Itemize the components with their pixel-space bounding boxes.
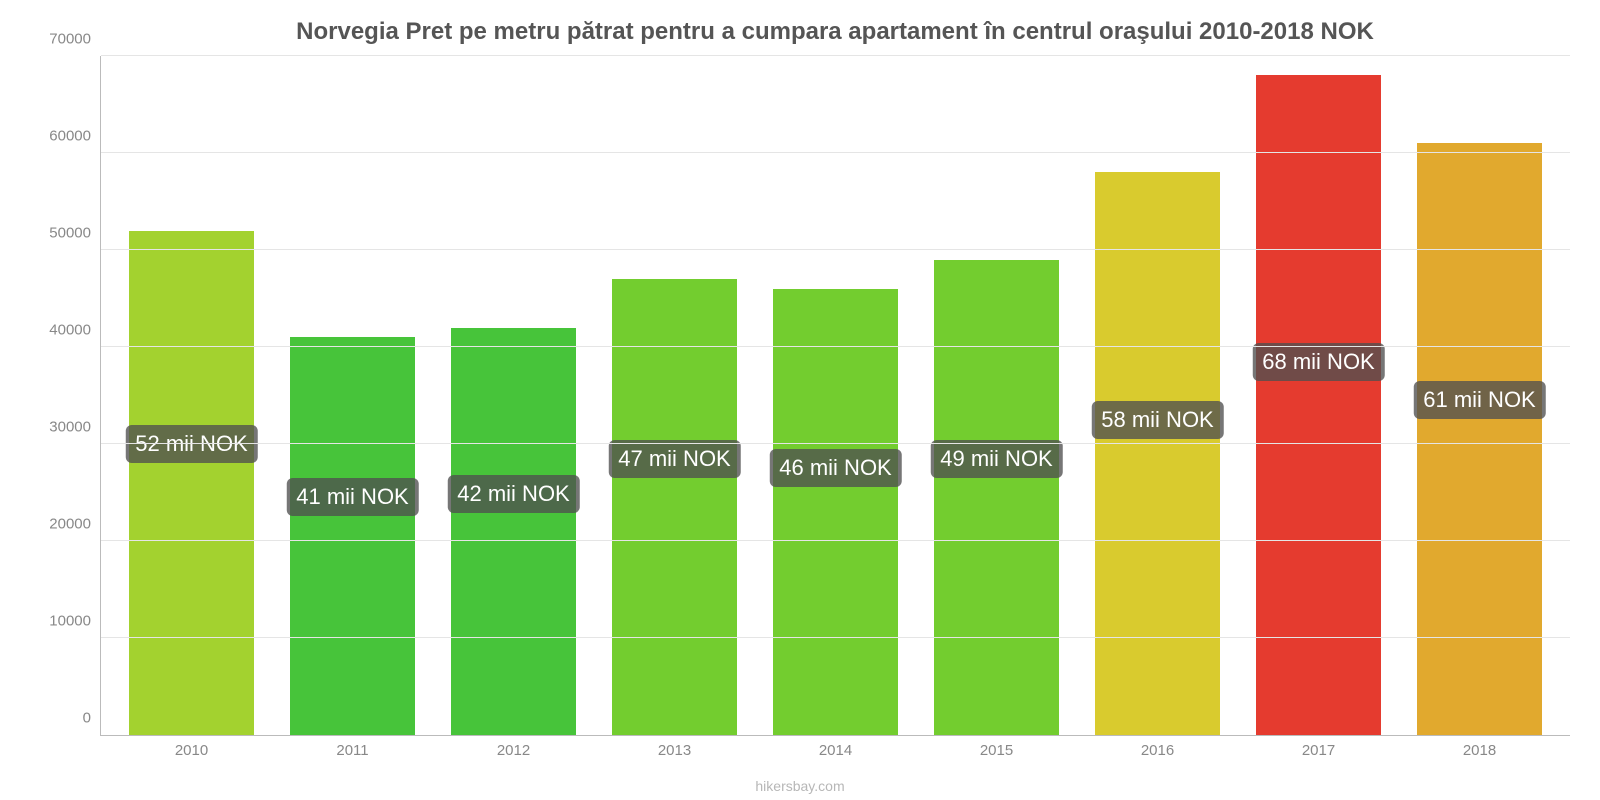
y-axis-label: 10000 <box>31 613 91 630</box>
value-badge: 58 mii NOK <box>1091 401 1223 439</box>
value-badge: 52 mii NOK <box>125 425 257 463</box>
bar-slot: 201242 mii NOK <box>433 56 594 735</box>
x-axis-label: 2018 <box>1399 742 1560 759</box>
x-axis-label: 2013 <box>594 742 755 759</box>
bar <box>1417 143 1543 735</box>
x-axis-label: 2017 <box>1238 742 1399 759</box>
gridline <box>101 152 1570 153</box>
bar-slot: 201446 mii NOK <box>755 56 916 735</box>
bar-slot: 201052 mii NOK <box>111 56 272 735</box>
plot-area: 201052 mii NOK201141 mii NOK201242 mii N… <box>100 56 1570 736</box>
bar-slot: 201861 mii NOK <box>1399 56 1560 735</box>
x-axis-label: 2014 <box>755 742 916 759</box>
x-axis-label: 2011 <box>272 742 433 759</box>
chart-container: Norvegia Pret pe metru pătrat pentru a c… <box>0 0 1600 800</box>
value-badge: 46 mii NOK <box>769 449 901 487</box>
bar <box>1095 172 1221 735</box>
y-axis-label: 50000 <box>31 225 91 242</box>
bar <box>934 260 1060 735</box>
x-axis-label: 2010 <box>111 742 272 759</box>
bar-slot: 201347 mii NOK <box>594 56 755 735</box>
chart-title: Norvegia Pret pe metru pătrat pentru a c… <box>100 18 1570 46</box>
y-axis-label: 20000 <box>31 516 91 533</box>
y-axis-label: 30000 <box>31 419 91 436</box>
bar-slot: 201141 mii NOK <box>272 56 433 735</box>
gridline <box>101 443 1570 444</box>
bar <box>129 231 255 735</box>
y-axis-label: 40000 <box>31 322 91 339</box>
source-label: hikersbay.com <box>0 778 1600 794</box>
y-axis-label: 60000 <box>31 128 91 145</box>
value-badge: 42 mii NOK <box>447 475 579 513</box>
gridline <box>101 637 1570 638</box>
value-badge: 47 mii NOK <box>608 440 740 478</box>
value-badge: 61 mii NOK <box>1413 381 1545 419</box>
bar-slot: 201768 mii NOK <box>1238 56 1399 735</box>
gridline <box>101 249 1570 250</box>
value-badge: 49 mii NOK <box>930 440 1062 478</box>
bar <box>290 337 416 735</box>
bar-slot: 201658 mii NOK <box>1077 56 1238 735</box>
bar <box>773 289 899 735</box>
bars-group: 201052 mii NOK201141 mii NOK201242 mii N… <box>101 56 1570 735</box>
gridline <box>101 540 1570 541</box>
value-badge: 41 mii NOK <box>286 478 418 516</box>
gridline <box>101 346 1570 347</box>
value-badge: 68 mii NOK <box>1252 343 1384 381</box>
x-axis-label: 2016 <box>1077 742 1238 759</box>
y-axis-label: 70000 <box>31 31 91 48</box>
gridline <box>101 55 1570 56</box>
y-axis-label: 0 <box>31 710 91 727</box>
bar-slot: 201549 mii NOK <box>916 56 1077 735</box>
bar <box>451 328 577 735</box>
x-axis-label: 2012 <box>433 742 594 759</box>
bar <box>612 279 738 735</box>
x-axis-label: 2015 <box>916 742 1077 759</box>
